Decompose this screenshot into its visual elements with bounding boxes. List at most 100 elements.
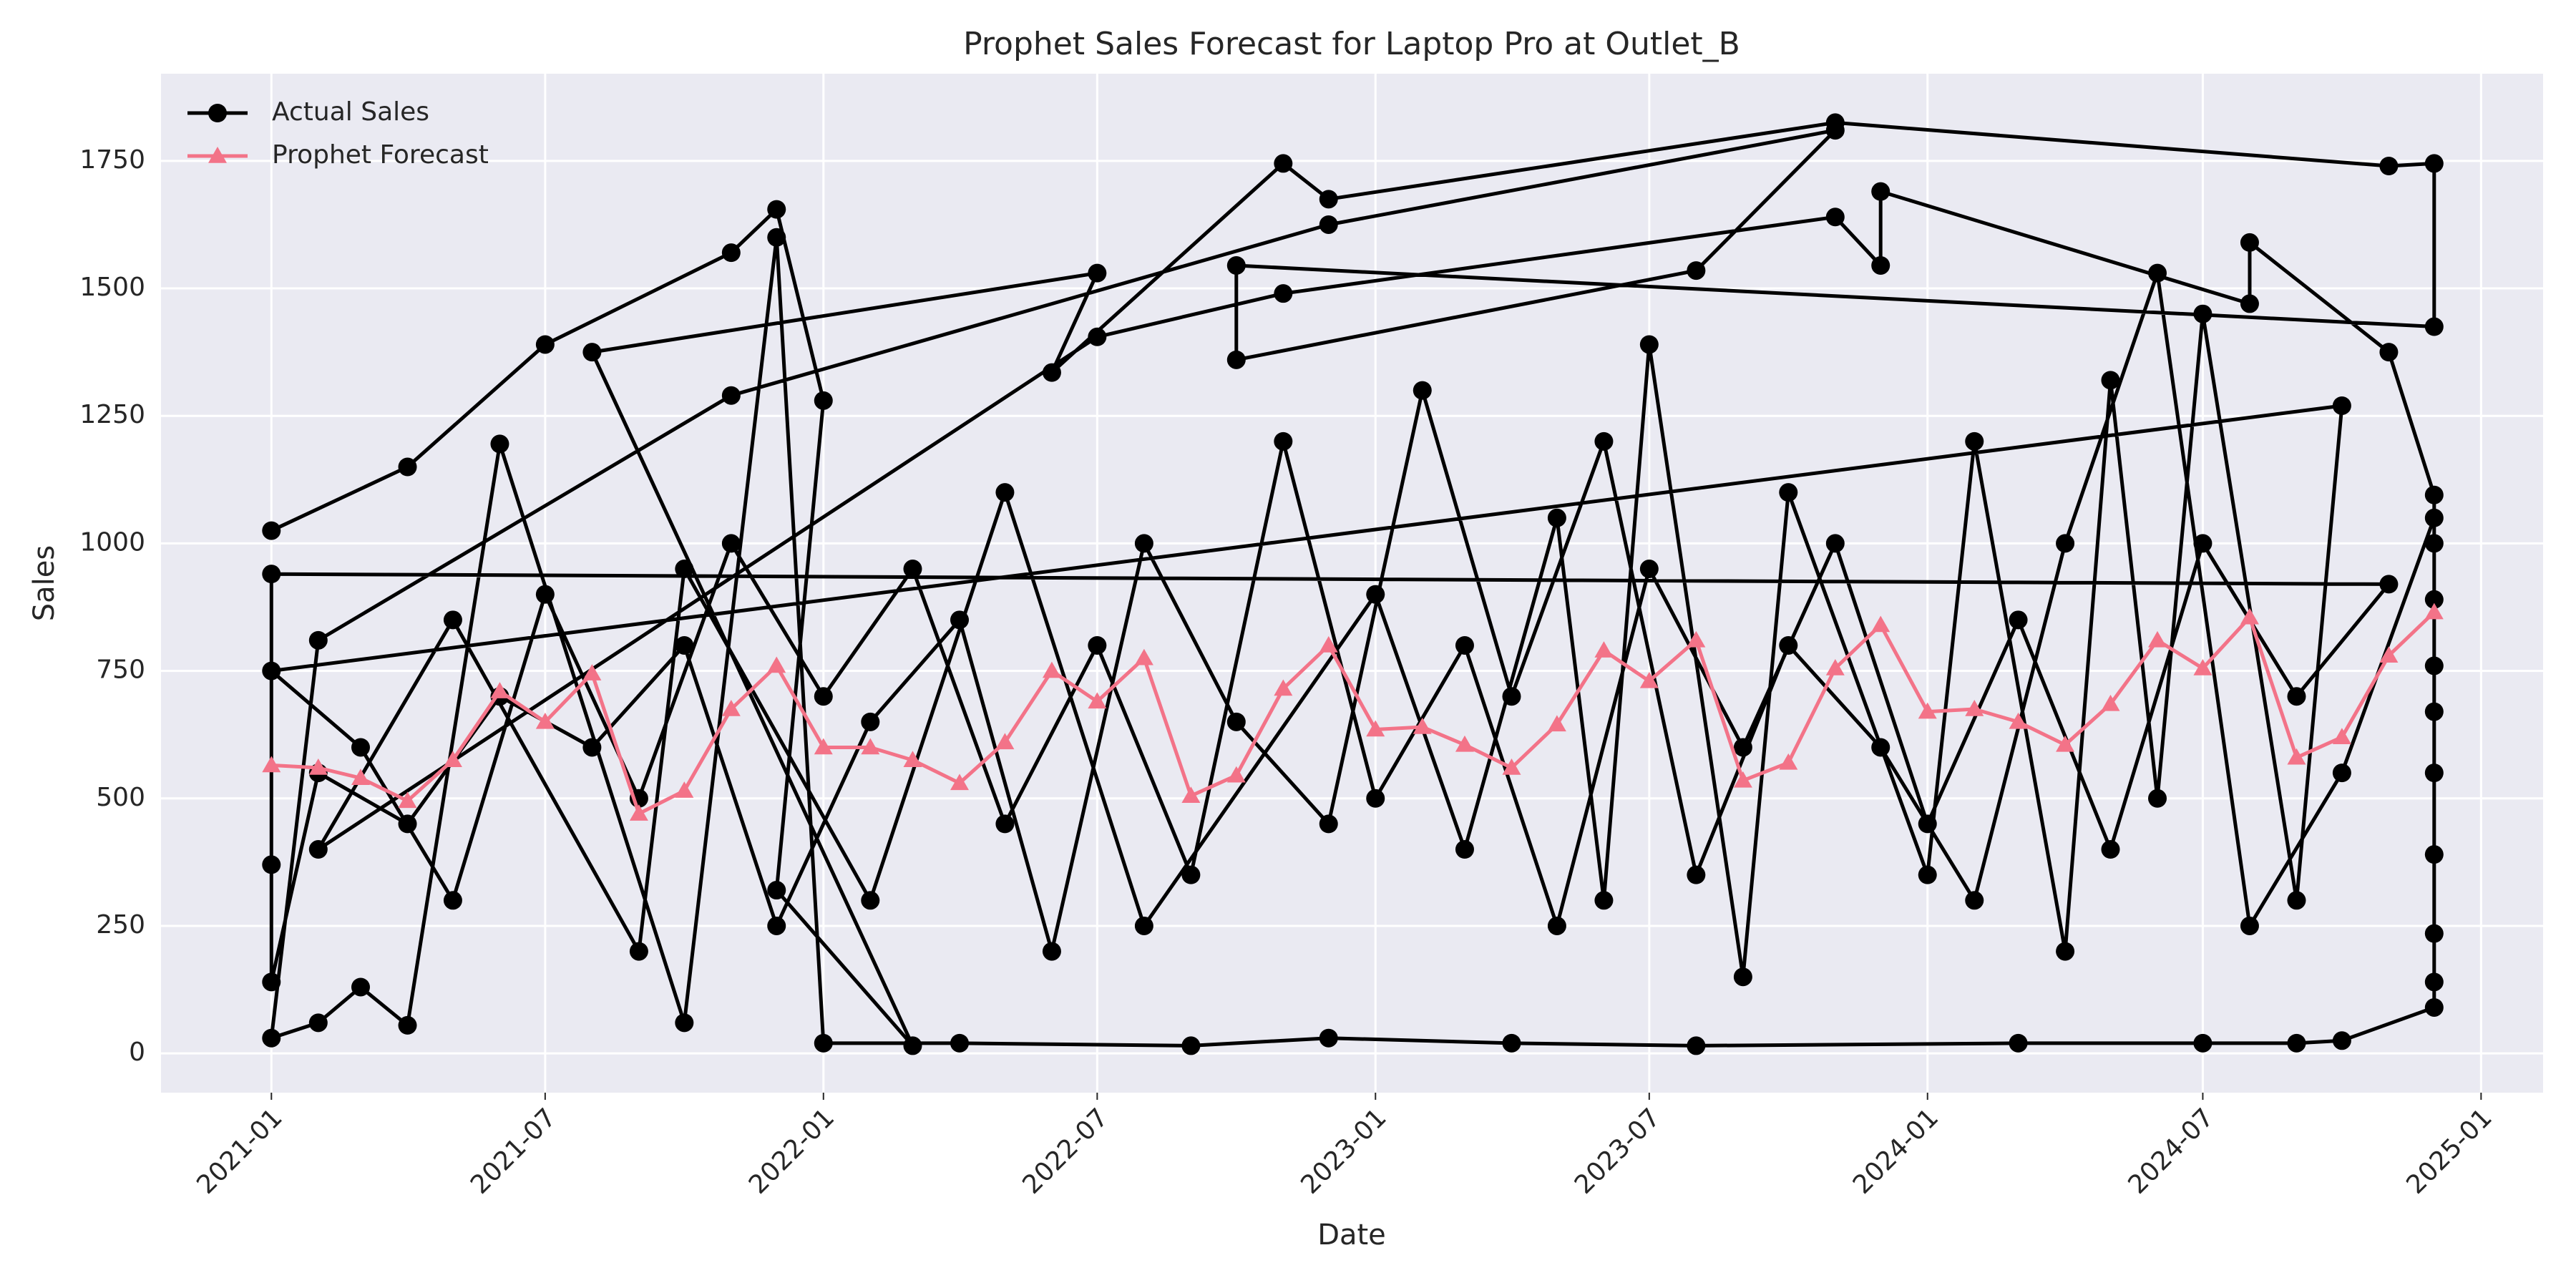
marker [2287,748,2306,765]
y-tick-label: 1000 [79,527,145,557]
y-tick-label: 1750 [79,145,145,175]
marker [903,751,922,768]
marker [1042,661,1061,678]
marker [1594,431,1614,451]
marker [398,457,417,477]
marker [2287,1033,2306,1053]
marker [2009,610,2028,630]
marker [2193,1033,2212,1053]
marker [767,228,786,247]
marker [2332,1031,2351,1050]
x-tick-label: 2022-01 [743,1103,840,1199]
marker [443,891,462,910]
marker [1547,508,1566,527]
x-tick-label: 2023-07 [1569,1103,1666,1199]
marker [903,560,922,579]
marker [1366,789,1385,808]
marker [1455,735,1474,752]
series-line [271,610,2436,816]
marker [1639,335,1659,354]
marker [351,769,371,786]
marker [1181,865,1201,884]
marker [1639,560,1659,579]
marker [2101,840,2120,859]
marker [2056,534,2075,553]
marker [535,585,555,604]
marker [1687,630,1706,648]
marker [1918,865,1937,884]
marker [2240,294,2259,313]
marker [351,977,371,997]
marker [2424,317,2444,336]
marker [535,712,555,729]
marker [208,147,227,163]
marker [2424,845,2444,864]
marker [2332,396,2351,415]
marker [767,916,786,935]
marker [995,483,1015,502]
marker [1226,712,1246,731]
marker [950,774,970,791]
marker [861,891,880,910]
y-axis-label: Sales [28,545,61,621]
marker [1088,635,1107,655]
marker [2424,997,2444,1017]
legend: Actual Sales Prophet Forecast [187,97,489,170]
marker [2379,646,2399,663]
marker [398,1015,417,1035]
marker [262,756,281,773]
x-tick-label: 2023-01 [1295,1103,1392,1199]
marker [490,434,509,454]
marker [2379,157,2399,176]
marker [814,738,833,755]
marker [2148,630,2167,648]
marker [2101,694,2120,711]
marker [1825,534,1845,553]
marker [1134,534,1153,553]
marker [2379,575,2399,594]
marker [1502,687,1521,706]
marker [1687,261,1706,280]
legend-label: Actual Sales [272,97,429,127]
x-tick-label: 2025-01 [2401,1103,2497,1199]
marker [443,751,462,768]
x-tick-label: 2021-01 [191,1103,288,1199]
marker [582,664,602,680]
marker [1547,916,1566,935]
y-tick-label: 1250 [79,400,145,429]
marker [1319,635,1338,653]
marker [582,343,602,362]
marker [995,814,1015,834]
marker [2424,702,2444,721]
marker [1502,758,1521,775]
marker [2424,924,2444,943]
marker [2240,608,2259,625]
marker [2193,659,2212,675]
marker [2424,590,2444,609]
marker [2332,763,2351,783]
marker [721,386,741,405]
marker [398,814,417,834]
marker [308,630,328,650]
x-tick-label: 2024-01 [1848,1103,1944,1199]
marker [2424,602,2444,620]
marker [398,791,417,809]
marker [2424,972,2444,992]
marker [1733,738,1752,757]
marker [2148,263,2167,283]
marker [2287,687,2306,706]
marker [1918,702,1937,719]
marker [1088,327,1107,346]
marker [2101,371,2120,390]
marker [208,104,227,122]
marker [1413,381,1432,400]
marker [1733,967,1752,987]
marker [2287,891,2306,910]
marker [582,738,602,757]
marker [262,521,281,540]
marker [1779,483,1798,502]
marker [629,942,648,961]
marker [2056,942,2075,961]
marker [1779,753,1798,770]
marker [1825,208,1845,227]
